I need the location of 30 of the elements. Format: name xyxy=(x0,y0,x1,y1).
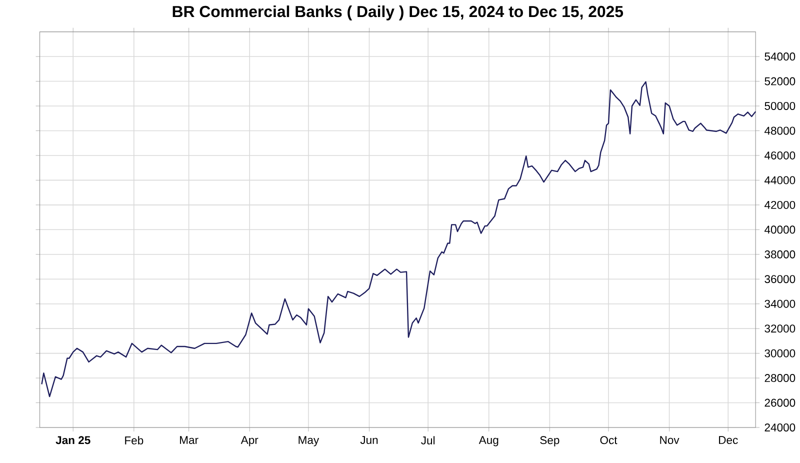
y-tick-label: 50000 xyxy=(764,102,796,110)
x-tick-label: Apr xyxy=(240,436,258,446)
x-tick-label: Mar xyxy=(180,436,198,444)
y-tick-label: 46000 xyxy=(764,151,796,160)
y-tick-label: 44000 xyxy=(764,176,796,184)
y-tick-label: 52000 xyxy=(764,77,796,86)
y-tick-label: 38000 xyxy=(764,250,796,258)
x-tick-label: Sep xyxy=(540,436,560,446)
x-tick-label: Jun xyxy=(360,436,378,444)
y-tick-label: 30000 xyxy=(764,349,796,358)
y-tick-label: 40000 xyxy=(764,226,796,234)
y-tick-label: 34000 xyxy=(764,300,796,308)
chart-title: BR Commercial Banks ( Daily ) Dec 15, 2024 to Dec 15, 2025 xyxy=(172,5,624,20)
x-tick-label: Feb xyxy=(125,436,144,444)
y-tick-label: 54000 xyxy=(764,52,796,60)
x-tick-label: Nov xyxy=(660,436,680,444)
x-tick-label: Oct xyxy=(600,436,618,444)
x-tick-label: Jan 25 xyxy=(56,436,90,444)
y-tick-label: 42000 xyxy=(764,200,796,209)
y-tick-label: 26000 xyxy=(764,398,796,407)
y-tick-label: 32000 xyxy=(764,324,796,332)
y-tick-label: 48000 xyxy=(764,126,796,135)
y-tick-label: 28000 xyxy=(764,374,796,382)
y-tick-label: 36000 xyxy=(764,274,796,283)
x-tick-label: Aug xyxy=(478,436,498,446)
line-series xyxy=(41,81,756,398)
x-tick-label: Dec xyxy=(719,436,738,444)
x-tick-label: May xyxy=(298,436,320,446)
y-tick-label: 24000 xyxy=(764,423,796,432)
x-tick-label: Jul xyxy=(421,436,435,444)
